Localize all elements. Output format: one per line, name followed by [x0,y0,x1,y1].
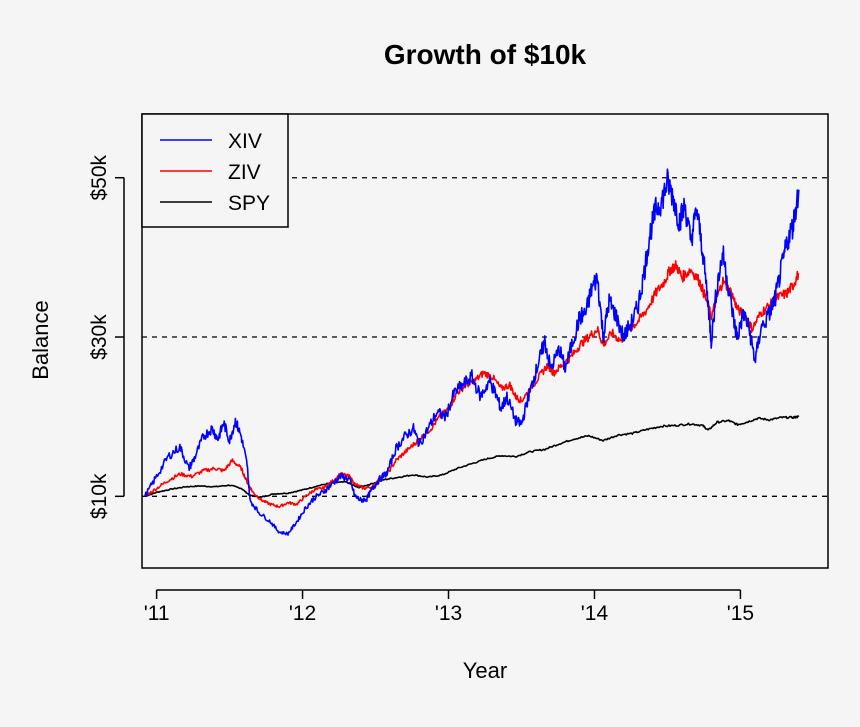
series-line-spy [144,415,800,499]
y-tick-label: $50k [88,154,111,200]
x-axis: '11 '12 '13 '14 '15 [144,589,754,625]
legend-label-ziv: ZIV [228,161,261,184]
chart-title: Growth of $10k [384,39,587,70]
y-axis-label: Balance [28,300,53,380]
legend-label-xiv: XIV [228,130,262,153]
x-tick-label: '13 [435,602,462,625]
y-tick-label: $30k [88,314,111,360]
series-line-xiv [144,168,800,536]
x-tick-label: '12 [289,602,316,625]
x-axis-label: Year [463,658,507,683]
series-lines [144,168,800,536]
legend: XIV ZIV SPY [141,113,289,228]
x-tick-label: '11 [144,602,170,625]
y-axis: $10k $30k $50k [88,154,125,519]
legend-label-spy: SPY [228,192,270,215]
y-tick-label: $10k [88,473,111,519]
x-tick-label: '15 [727,602,754,625]
plot-frame [141,113,829,569]
x-tick-label: '14 [581,602,609,625]
series-line-ziv [144,260,800,509]
